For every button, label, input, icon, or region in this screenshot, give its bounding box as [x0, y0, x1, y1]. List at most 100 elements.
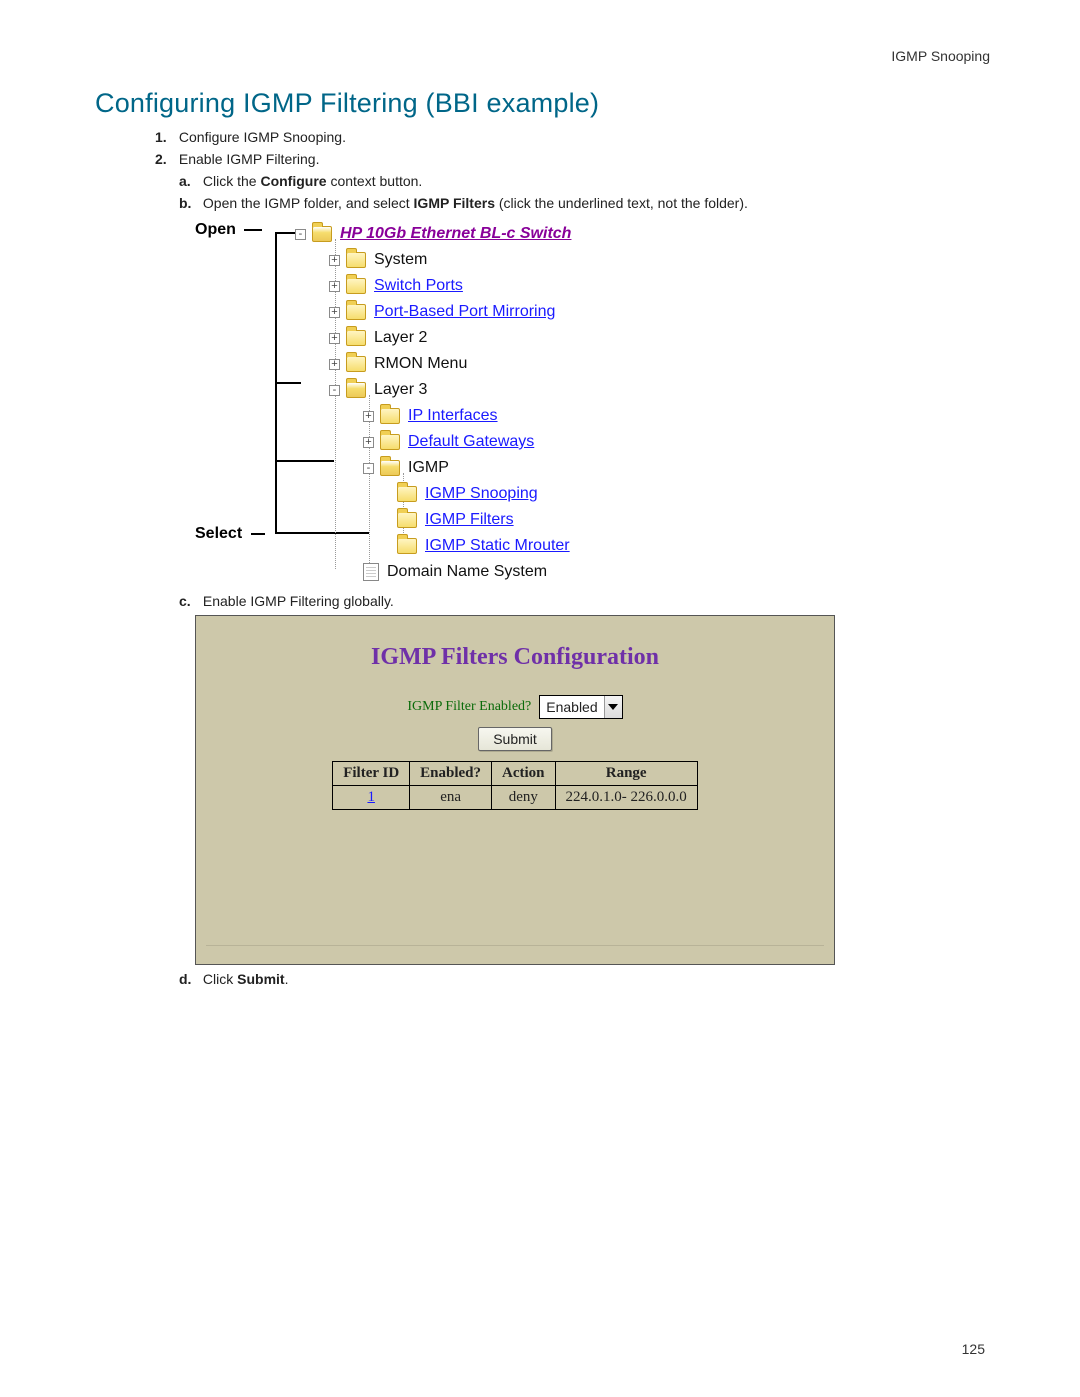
document-icon — [363, 563, 379, 581]
tree-label[interactable]: IGMP Filters — [425, 511, 514, 529]
config-panel: IGMP Filters Configuration IGMP Filter E… — [195, 615, 835, 965]
substep-list: a. Click the Configure context button. b… — [155, 173, 990, 211]
expand-icon[interactable]: + — [329, 333, 340, 344]
col-filter-id: Filter ID — [333, 762, 410, 786]
step-1: 1. Configure IGMP Snooping. — [155, 129, 990, 145]
collapse-icon[interactable]: - — [363, 463, 374, 474]
collapse-icon[interactable]: - — [295, 229, 306, 240]
cell-range: 224.0.1.0- 226.0.0.0 — [555, 786, 697, 810]
nav-tree-figure: Open Select — [195, 221, 990, 585]
step-2: 2. Enable IGMP Filtering. a. Click the C… — [155, 151, 990, 987]
tree-label: Layer 2 — [374, 329, 427, 347]
step-text: Enable IGMP Filtering. — [179, 151, 320, 167]
step-text: Configure IGMP Snooping. — [179, 129, 346, 145]
config-panel-figure: IGMP Filters Configuration IGMP Filter E… — [195, 615, 990, 965]
tree-label[interactable]: HP 10Gb Ethernet BL-c Switch — [340, 225, 571, 243]
tree-label: System — [374, 251, 427, 269]
substep-text: Enable IGMP Filtering globally. — [203, 593, 394, 609]
cell-action: deny — [492, 786, 556, 810]
tree-item-igmp-filters[interactable]: IGMP Filters — [397, 507, 990, 533]
tree-label[interactable]: Port-Based Port Mirroring — [374, 303, 555, 321]
annotation-line — [251, 533, 265, 535]
panel-form-row: IGMP Filter Enabled? Enabled — [206, 695, 824, 719]
folder-icon — [397, 512, 417, 528]
chevron-down-icon[interactable] — [604, 696, 622, 718]
page-number: 125 — [962, 1341, 985, 1357]
folder-icon — [346, 278, 366, 294]
expand-icon[interactable]: + — [329, 281, 340, 292]
tree-item-dns[interactable]: Domain Name System — [363, 559, 990, 585]
substep-text: Click the Configure context button. — [203, 173, 422, 189]
step-marker: 2. — [155, 151, 175, 167]
expand-icon[interactable]: + — [329, 307, 340, 318]
folder-icon — [346, 330, 366, 346]
step-marker: 1. — [155, 129, 175, 145]
field-label: IGMP Filter Enabled? — [407, 699, 531, 715]
folder-icon — [397, 486, 417, 502]
folder-icon — [380, 434, 400, 450]
enabled-select[interactable]: Enabled — [539, 695, 622, 719]
col-enabled: Enabled? — [410, 762, 492, 786]
tree-item-igmp-mrouter[interactable]: IGMP Static Mrouter — [397, 533, 990, 559]
open-folder-icon — [312, 226, 332, 242]
collapse-icon[interactable]: - — [329, 385, 340, 396]
folder-icon — [397, 538, 417, 554]
tree-label: Layer 3 — [374, 381, 427, 399]
folder-icon — [346, 304, 366, 320]
tree-item-portmirror[interactable]: + Port-Based Port Mirroring — [329, 299, 990, 325]
expand-icon[interactable]: + — [363, 411, 374, 422]
substep-list-cont: c. Enable IGMP Filtering globally. — [155, 593, 990, 609]
tree-label: RMON Menu — [374, 355, 467, 373]
annotation-open: Open — [195, 221, 262, 239]
tree-label[interactable]: Default Gateways — [408, 433, 534, 451]
open-folder-icon — [346, 382, 366, 398]
substep-c: c. Enable IGMP Filtering globally. — [175, 593, 990, 609]
config-panel-inner: IGMP Filters Configuration IGMP Filter E… — [206, 634, 824, 946]
select-value: Enabled — [546, 699, 597, 715]
cell-filter-id[interactable]: 1 — [333, 786, 410, 810]
folder-icon — [346, 356, 366, 372]
tree-label[interactable]: IGMP Static Mrouter — [425, 537, 570, 555]
substep-b: b. Open the IGMP folder, and select IGMP… — [175, 195, 990, 211]
folder-icon — [346, 252, 366, 268]
expand-icon[interactable]: + — [363, 437, 374, 448]
table-row: 1 ena deny 224.0.1.0- 226.0.0.0 — [333, 786, 698, 810]
tree-item-system[interactable]: + System — [329, 247, 990, 273]
substep-marker: b. — [179, 195, 199, 211]
col-action: Action — [492, 762, 556, 786]
section-heading: Configuring IGMP Filtering (BBI example) — [95, 88, 990, 119]
panel-submit-row: Submit — [206, 727, 824, 751]
expand-icon[interactable]: + — [329, 255, 340, 266]
document-page: IGMP Snooping Configuring IGMP Filtering… — [0, 0, 1080, 1397]
tree-item-igmp[interactable]: - IGMP — [363, 455, 990, 481]
substep-marker: c. — [179, 593, 199, 609]
tree-label[interactable]: Switch Ports — [374, 277, 463, 295]
substep-marker: a. — [179, 173, 199, 189]
tree-root[interactable]: - HP 10Gb Ethernet BL-c Switch — [295, 221, 990, 247]
tree-item-ipif[interactable]: + IP Interfaces — [363, 403, 990, 429]
col-range: Range — [555, 762, 697, 786]
chapter-header: IGMP Snooping — [95, 48, 990, 64]
open-folder-icon — [380, 460, 400, 476]
panel-title: IGMP Filters Configuration — [206, 644, 824, 671]
tree-item-gateways[interactable]: + Default Gateways — [363, 429, 990, 455]
annotation-select: Select — [195, 525, 265, 543]
step-list: 1. Configure IGMP Snooping. 2. Enable IG… — [95, 129, 990, 987]
tree-item-layer3[interactable]: - Layer 3 — [329, 377, 990, 403]
substep-d: d. Click Submit. — [175, 971, 990, 987]
cell-enabled: ena — [410, 786, 492, 810]
tree-label[interactable]: IP Interfaces — [408, 407, 498, 425]
tree-item-switchports[interactable]: + Switch Ports — [329, 273, 990, 299]
tree-item-rmon[interactable]: + RMON Menu — [329, 351, 990, 377]
substep-a: a. Click the Configure context button. — [175, 173, 990, 189]
substep-text: Click Submit. — [203, 971, 289, 987]
submit-button[interactable]: Submit — [478, 727, 552, 751]
expand-icon[interactable]: + — [329, 359, 340, 370]
substep-list-cont2: d. Click Submit. — [155, 971, 990, 987]
filter-table: Filter ID Enabled? Action Range 1 ena de… — [332, 761, 698, 810]
tree-item-layer2[interactable]: + Layer 2 — [329, 325, 990, 351]
tree-item-igmp-snooping[interactable]: IGMP Snooping — [397, 481, 990, 507]
substep-text: Open the IGMP folder, and select IGMP Fi… — [203, 195, 748, 211]
tree-label[interactable]: IGMP Snooping — [425, 485, 538, 503]
substep-marker: d. — [179, 971, 199, 987]
